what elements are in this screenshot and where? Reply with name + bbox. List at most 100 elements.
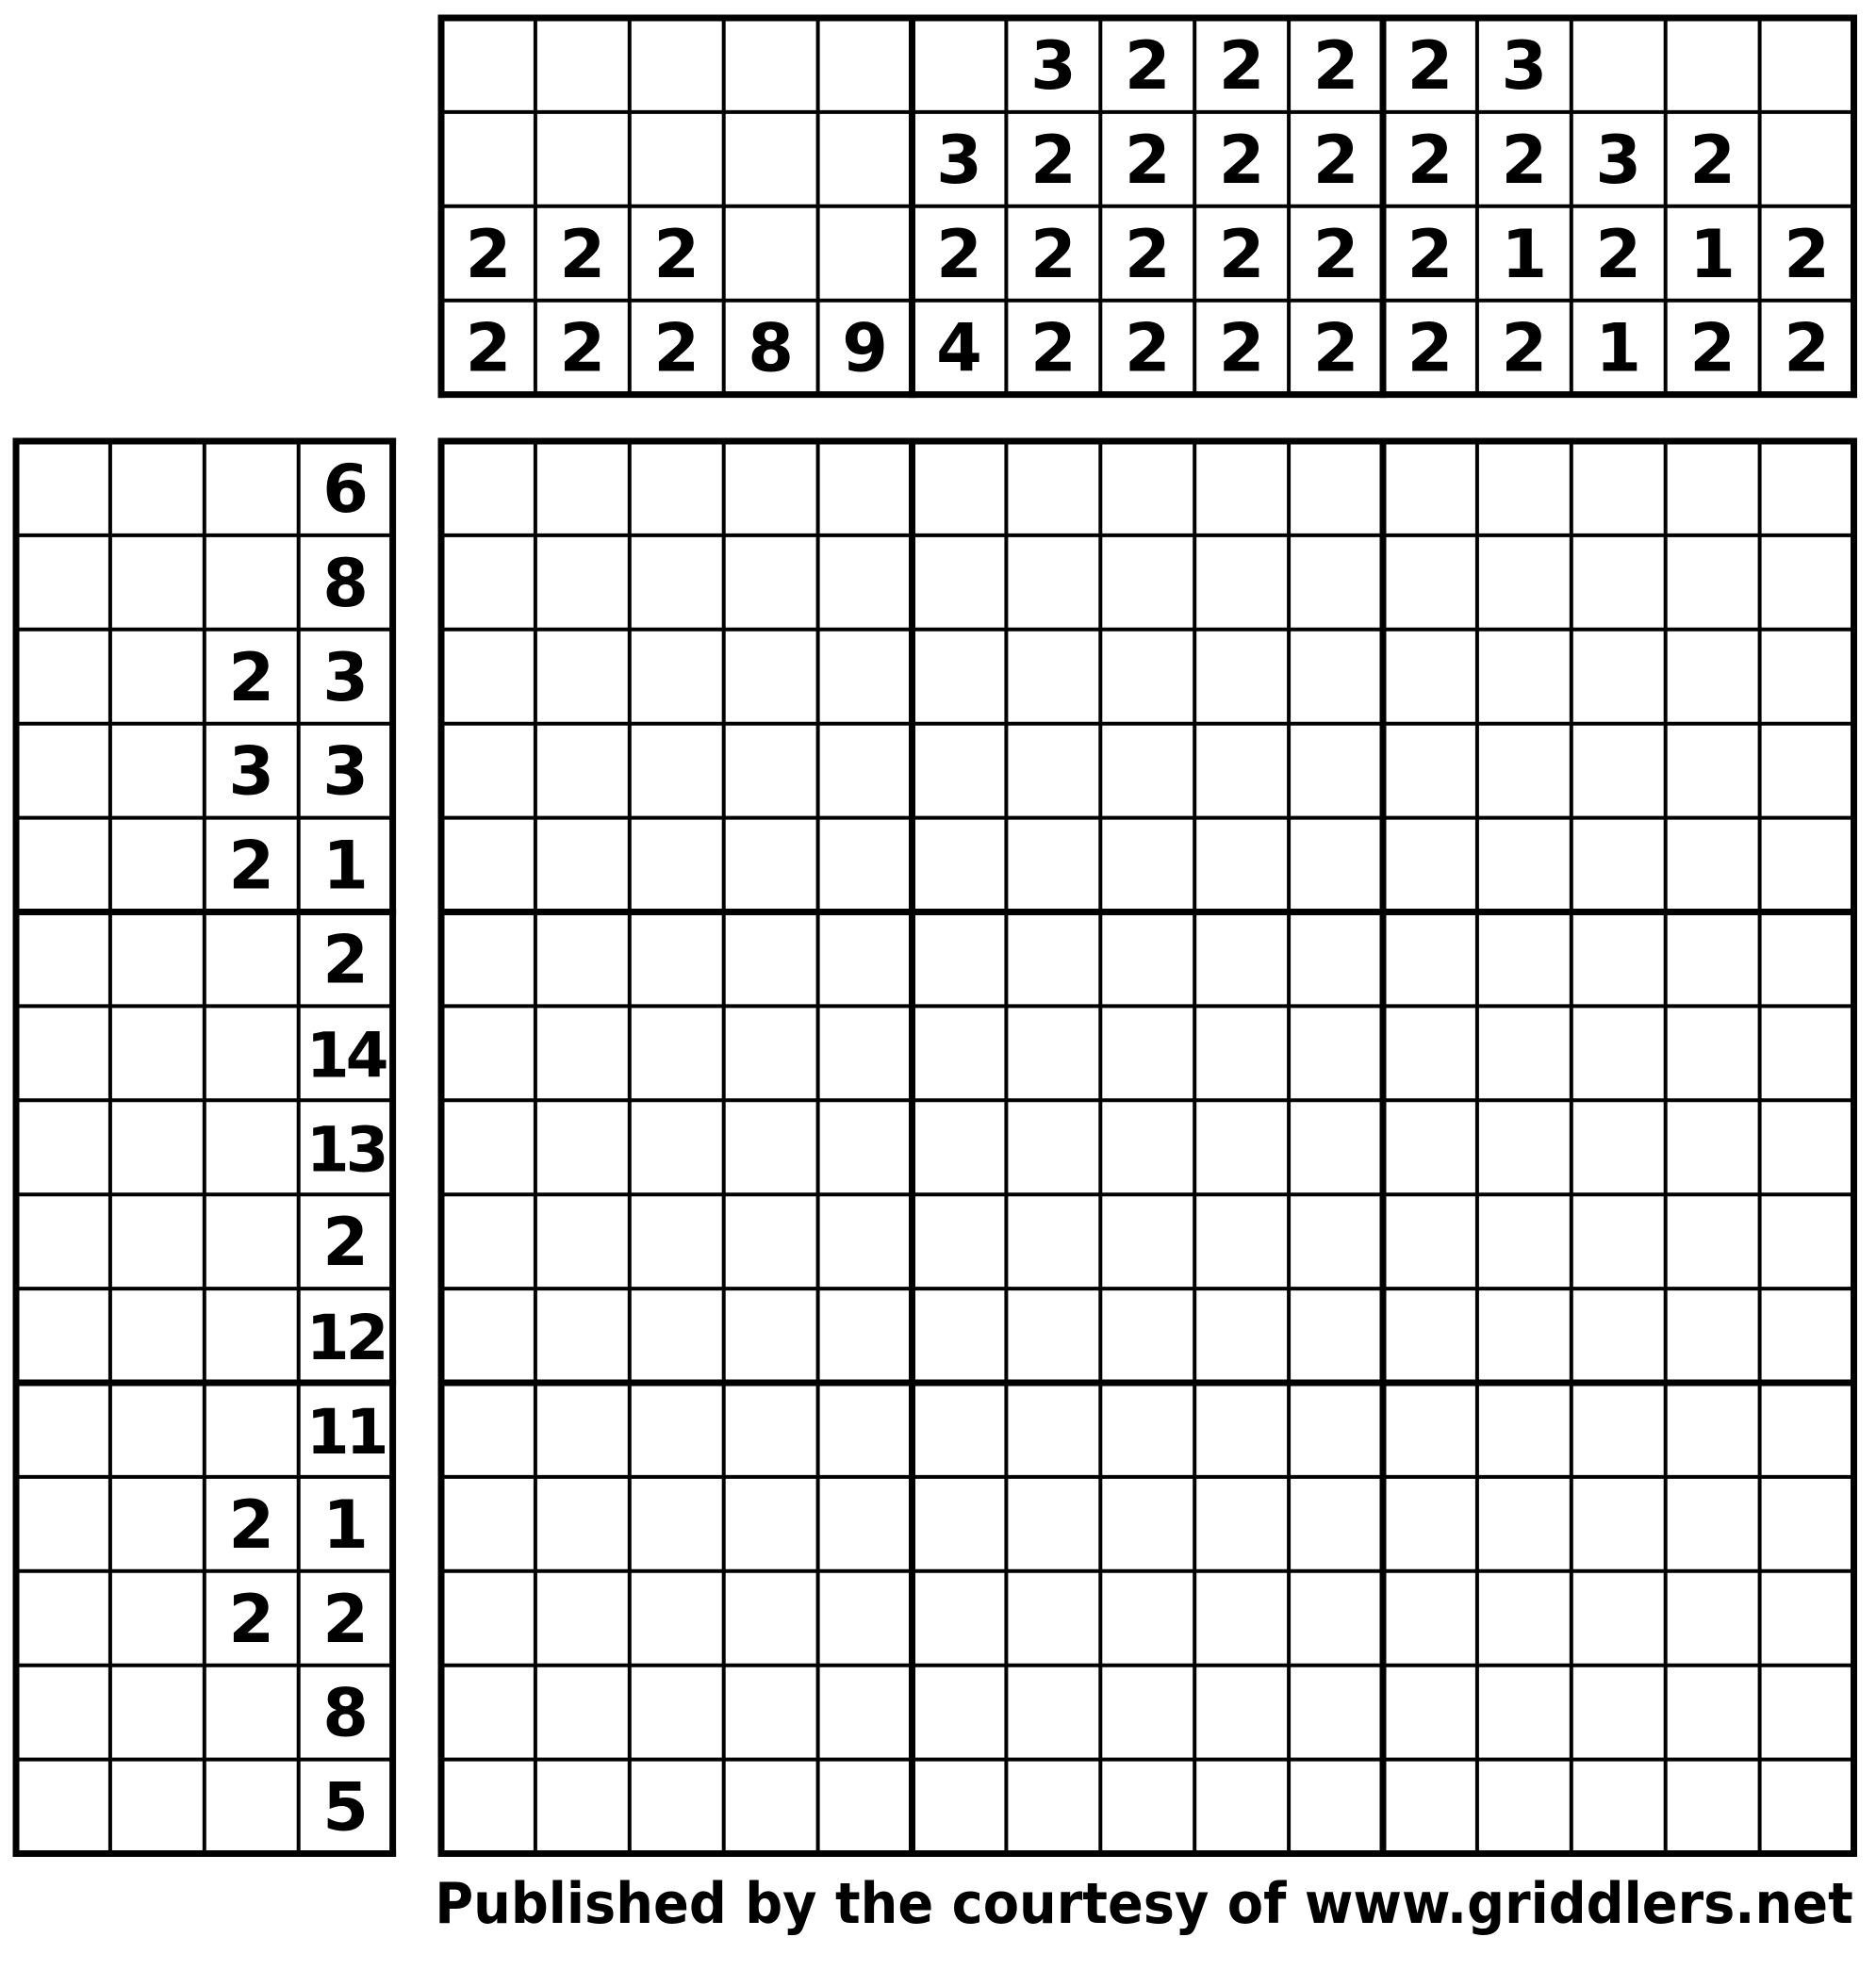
grid-cell[interactable]	[1665, 1759, 1760, 1854]
grid-cell[interactable]	[1571, 1476, 1666, 1571]
grid-cell[interactable]	[1289, 1383, 1383, 1477]
grid-cell[interactable]	[912, 1759, 1007, 1854]
grid-cell[interactable]	[1383, 1570, 1477, 1666]
grid-cell[interactable]	[1289, 1006, 1383, 1101]
grid-cell[interactable]	[1383, 911, 1477, 1007]
grid-cell[interactable]	[1759, 723, 1854, 818]
grid-cell[interactable]	[723, 911, 818, 1007]
grid-cell[interactable]	[441, 1289, 535, 1383]
grid-cell[interactable]	[1476, 1665, 1572, 1760]
grid-cell[interactable]	[1100, 441, 1195, 535]
grid-cell[interactable]	[723, 1759, 818, 1854]
grid-cell[interactable]	[1194, 534, 1290, 630]
grid-cell[interactable]	[1100, 1476, 1195, 1571]
grid-cell[interactable]	[1476, 1759, 1572, 1854]
grid-cell[interactable]	[629, 817, 724, 912]
grid-cell[interactable]	[441, 1006, 535, 1101]
grid-cell[interactable]	[1476, 723, 1572, 818]
grid-cell[interactable]	[1194, 1194, 1290, 1289]
grid-cell[interactable]	[723, 817, 818, 912]
grid-cell[interactable]	[912, 441, 1007, 535]
grid-cell[interactable]	[817, 1383, 913, 1477]
grid-cell[interactable]	[629, 534, 724, 630]
grid-cell[interactable]	[1100, 629, 1195, 724]
grid-cell[interactable]	[912, 1194, 1007, 1289]
grid-cell[interactable]	[535, 1665, 630, 1760]
grid-cell[interactable]	[1194, 629, 1290, 724]
grid-cell[interactable]	[1571, 1383, 1666, 1477]
grid-cell[interactable]	[1006, 1383, 1101, 1477]
grid-cell[interactable]	[1289, 534, 1383, 630]
grid-cell[interactable]	[1289, 1289, 1383, 1383]
grid-cell[interactable]	[1383, 1100, 1477, 1195]
grid-cell[interactable]	[817, 911, 913, 1007]
grid-cell[interactable]	[535, 911, 630, 1007]
grid-cell[interactable]	[1289, 1100, 1383, 1195]
grid-cell[interactable]	[1383, 1289, 1477, 1383]
grid-cell[interactable]	[817, 817, 913, 912]
grid-cell[interactable]	[1759, 629, 1854, 724]
grid-cell[interactable]	[1759, 1665, 1854, 1760]
grid-cell[interactable]	[1006, 1289, 1101, 1383]
grid-cell[interactable]	[441, 817, 535, 912]
grid-cell[interactable]	[629, 723, 724, 818]
grid-cell[interactable]	[1289, 817, 1383, 912]
grid-cell[interactable]	[1006, 441, 1101, 535]
grid-cell[interactable]	[441, 723, 535, 818]
grid-cell[interactable]	[723, 723, 818, 818]
grid-cell[interactable]	[535, 1100, 630, 1195]
grid-cell[interactable]	[1571, 723, 1666, 818]
grid-cell[interactable]	[629, 629, 724, 724]
grid-cell[interactable]	[817, 1194, 913, 1289]
grid-cell[interactable]	[1665, 1194, 1760, 1289]
grid-cell[interactable]	[629, 1289, 724, 1383]
grid-cell[interactable]	[535, 723, 630, 818]
grid-cell[interactable]	[1476, 1383, 1572, 1477]
grid-cell[interactable]	[1383, 534, 1477, 630]
grid-cell[interactable]	[1100, 1006, 1195, 1101]
grid-cell[interactable]	[817, 1570, 913, 1666]
grid-cell[interactable]	[1006, 817, 1101, 912]
grid-cell[interactable]	[1571, 1759, 1666, 1854]
grid-cell[interactable]	[1289, 1570, 1383, 1666]
grid-cell[interactable]	[1476, 1289, 1572, 1383]
grid-cell[interactable]	[629, 1476, 724, 1571]
grid-cell[interactable]	[1476, 1194, 1572, 1289]
grid-cell[interactable]	[1665, 1383, 1760, 1477]
grid-cell[interactable]	[629, 1570, 724, 1666]
grid-cell[interactable]	[1665, 1289, 1760, 1383]
grid-cell[interactable]	[1100, 1665, 1195, 1760]
grid-cell[interactable]	[1571, 817, 1666, 912]
grid-cell[interactable]	[912, 911, 1007, 1007]
grid-cell[interactable]	[1194, 1476, 1290, 1571]
grid-cell[interactable]	[1194, 817, 1290, 912]
grid-cell[interactable]	[1100, 1759, 1195, 1854]
grid-cell[interactable]	[1571, 1665, 1666, 1760]
grid-cell[interactable]	[912, 817, 1007, 912]
grid-cell[interactable]	[1759, 1289, 1854, 1383]
grid-cell[interactable]	[441, 534, 535, 630]
grid-cell[interactable]	[817, 1100, 913, 1195]
grid-cell[interactable]	[1571, 534, 1666, 630]
grid-cell[interactable]	[912, 534, 1007, 630]
grid-cell[interactable]	[1759, 1100, 1854, 1195]
grid-cell[interactable]	[817, 1759, 913, 1854]
grid-cell[interactable]	[1383, 723, 1477, 818]
grid-cell[interactable]	[629, 1194, 724, 1289]
grid-cell[interactable]	[1006, 1570, 1101, 1666]
grid-cell[interactable]	[1100, 534, 1195, 630]
grid-cell[interactable]	[1476, 629, 1572, 724]
grid-cell[interactable]	[723, 1289, 818, 1383]
grid-cell[interactable]	[723, 534, 818, 630]
grid-cell[interactable]	[1476, 1006, 1572, 1101]
grid-cell[interactable]	[1665, 1665, 1760, 1760]
grid-cell[interactable]	[1100, 1570, 1195, 1666]
grid-cell[interactable]	[912, 629, 1007, 724]
grid-cell[interactable]	[1194, 723, 1290, 818]
grid-cell[interactable]	[1194, 1570, 1290, 1666]
grid-cell[interactable]	[1006, 723, 1101, 818]
grid-cell[interactable]	[1759, 1006, 1854, 1101]
grid-cell[interactable]	[441, 911, 535, 1007]
grid-cell[interactable]	[441, 1100, 535, 1195]
grid-cell[interactable]	[1665, 911, 1760, 1007]
